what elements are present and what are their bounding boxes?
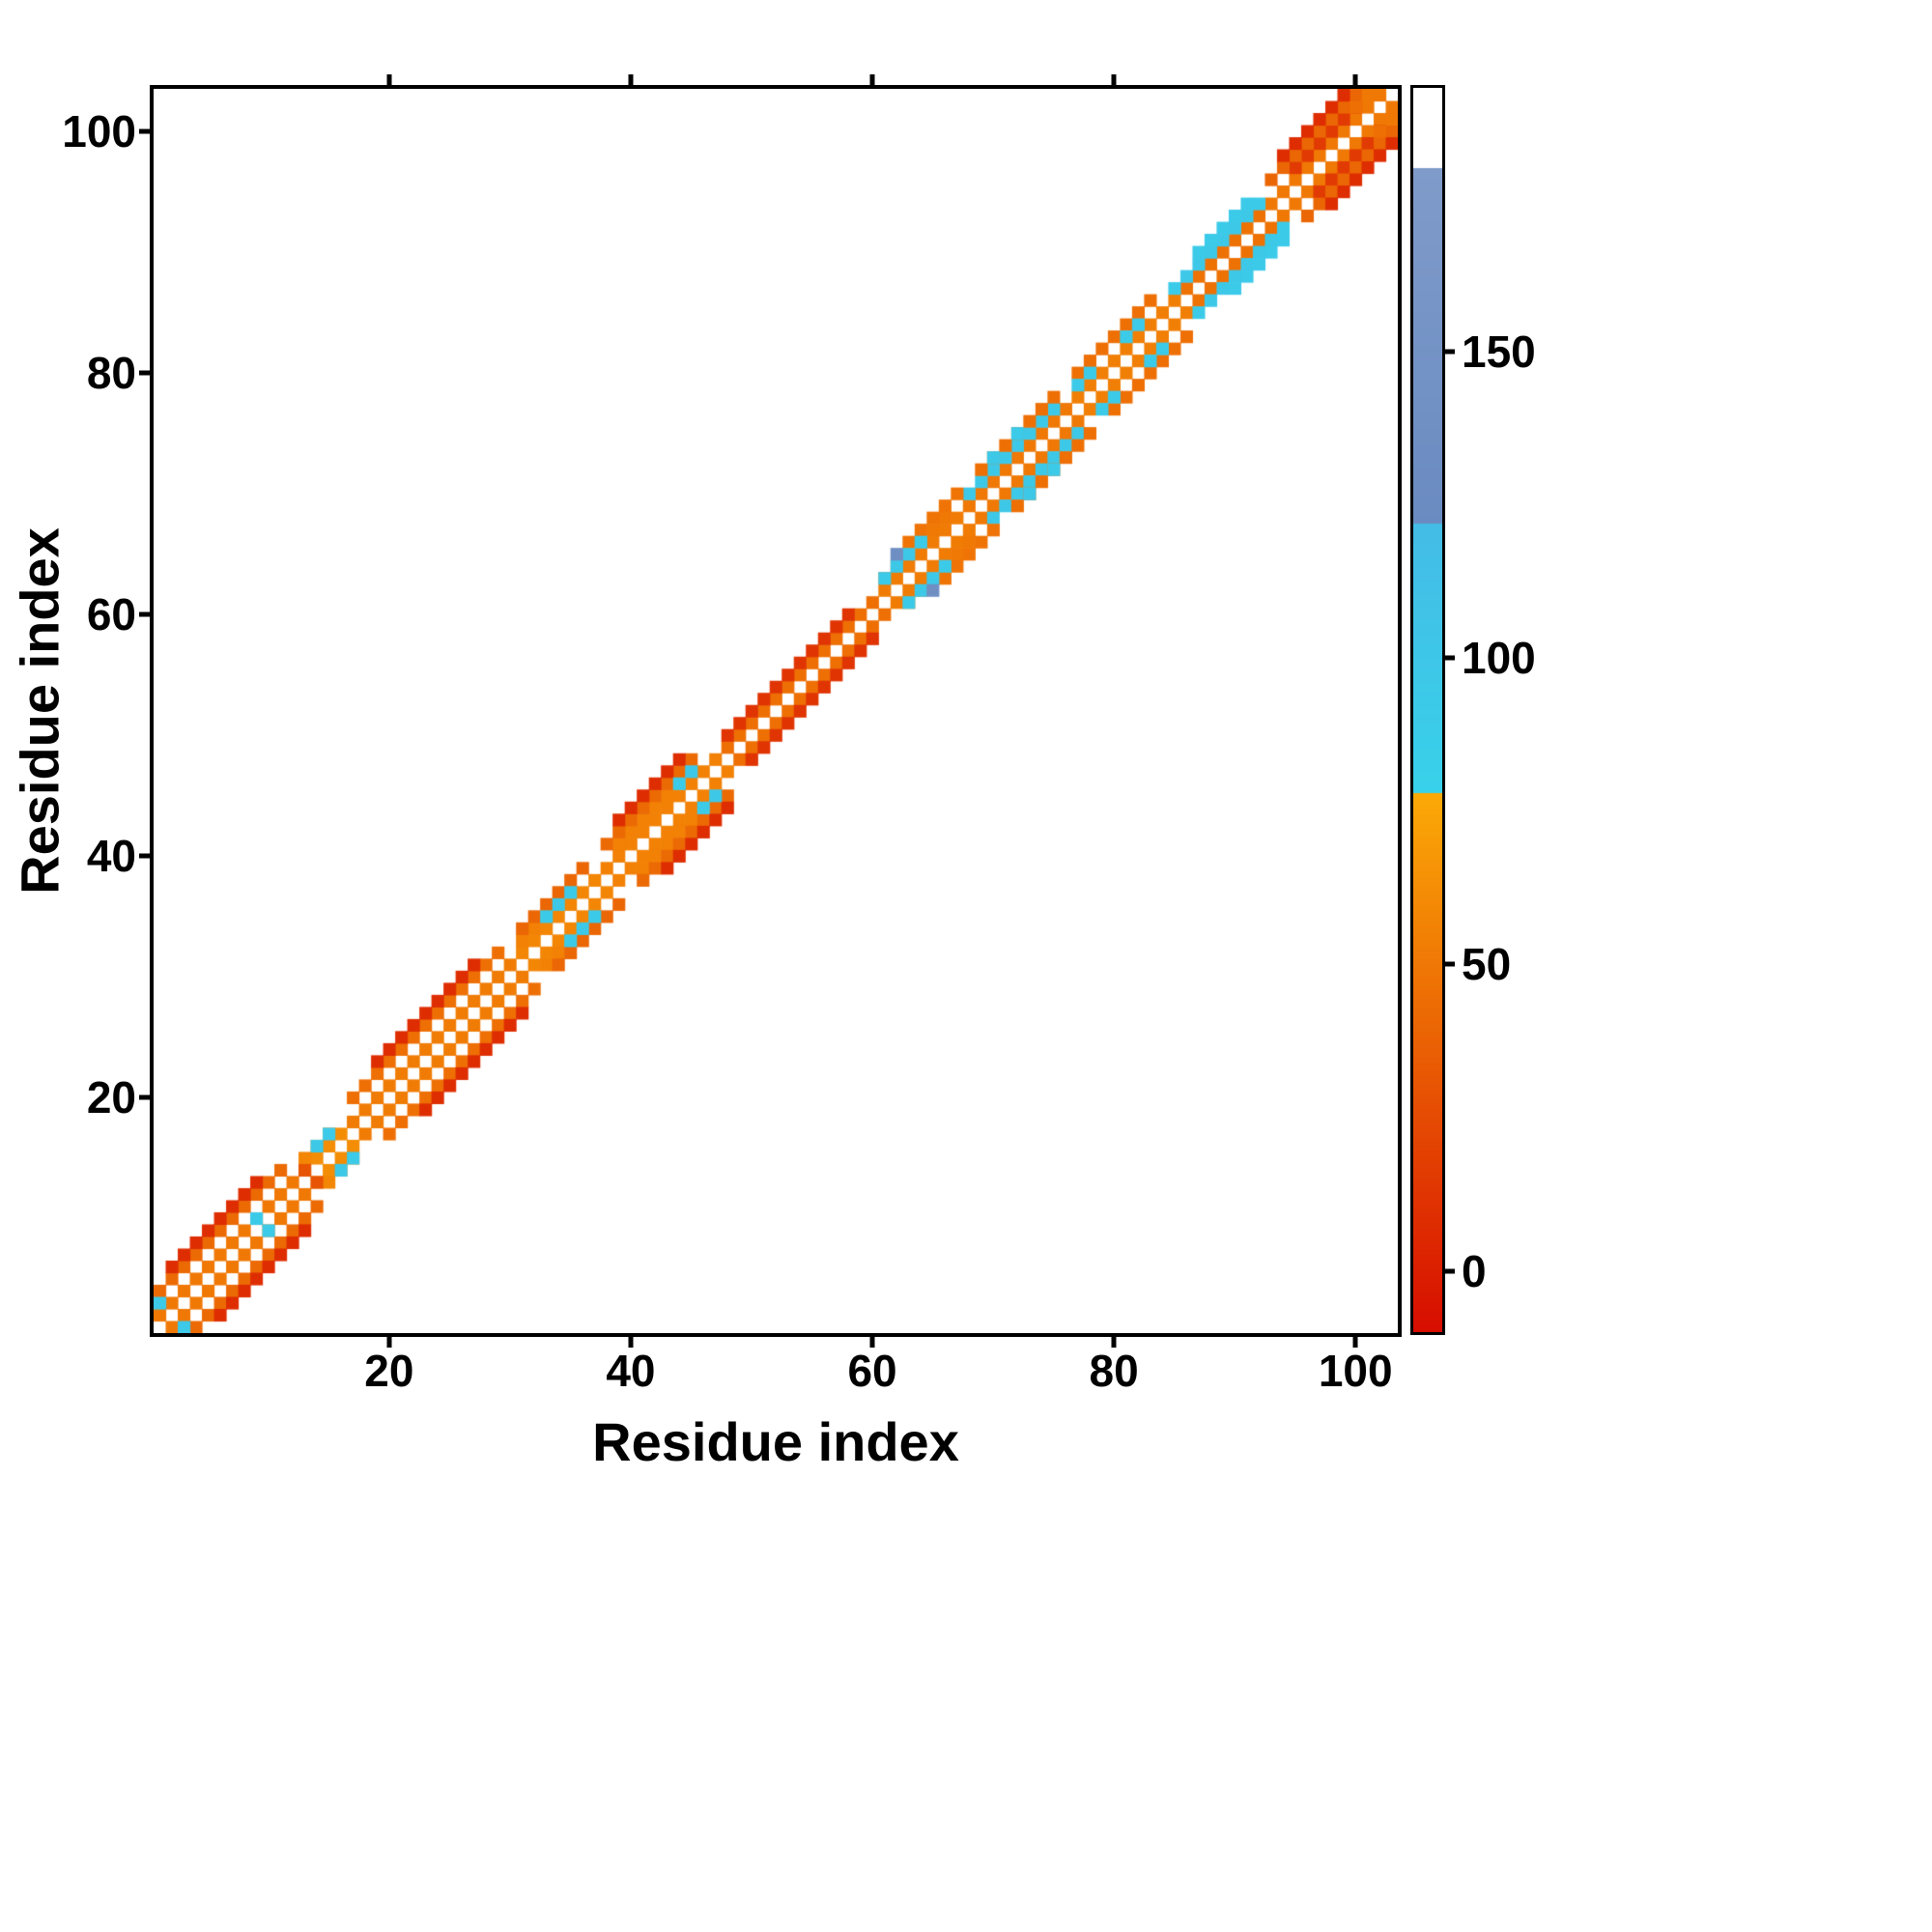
x-tick-mark-bottom <box>1111 1333 1117 1348</box>
y-tick-label: 40 <box>86 831 136 882</box>
x-tick-label: 60 <box>847 1346 897 1396</box>
x-tick-mark-top <box>628 74 634 89</box>
x-tick-mark-bottom <box>1352 1333 1358 1348</box>
y-tick-mark <box>139 370 154 376</box>
x-tick-mark-top <box>1352 74 1358 89</box>
x-tick-label: 100 <box>1318 1346 1393 1396</box>
colorbar-tick-mark <box>1442 961 1455 967</box>
heatmap-canvas <box>154 89 1398 1333</box>
x-tick-mark-bottom <box>386 1333 392 1348</box>
x-tick-mark-top <box>1111 74 1117 89</box>
plot-area: Residue index Residue index 20 40 60 80 100 2… <box>10 74 1402 1472</box>
colorbar-tick-label: 150 <box>1462 326 1536 377</box>
colorbar-tick-mark <box>1442 655 1455 661</box>
y-tick-mark <box>139 853 154 859</box>
x-tick-mark-bottom <box>869 1333 875 1348</box>
x-tick-label: 80 <box>1089 1346 1139 1396</box>
x-tick-mark-top <box>386 74 392 89</box>
colorbar-tick-label: 50 <box>1462 939 1512 990</box>
colorbar-canvas <box>1413 88 1442 1332</box>
y-tick-label: 80 <box>86 347 136 398</box>
y-tick-label: 20 <box>86 1072 136 1123</box>
y-tick-mark <box>139 128 154 134</box>
colorbar-tick-mark <box>1442 1268 1455 1274</box>
colorbar-tick-label: 0 <box>1462 1245 1487 1296</box>
colorbar: 0 50 100 150 <box>1410 85 1536 1335</box>
x-tick-mark-bottom <box>628 1333 634 1348</box>
y-tick-mark <box>139 611 154 617</box>
y-axis-label: Residue index <box>9 527 71 895</box>
colorbar-tick-mark <box>1442 349 1455 355</box>
x-tick-mark-top <box>869 74 875 89</box>
x-tick-label: 20 <box>364 1346 414 1396</box>
x-axis-label: Residue index <box>592 1411 959 1472</box>
y-tick-label: 100 <box>62 105 136 156</box>
y-tick-label: 60 <box>86 588 136 639</box>
x-tick-label: 40 <box>606 1346 656 1396</box>
colorbar-tick-label: 100 <box>1462 633 1536 684</box>
y-tick-mark <box>139 1094 154 1100</box>
